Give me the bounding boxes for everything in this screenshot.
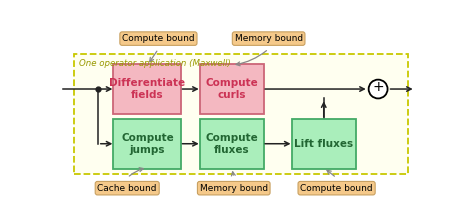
Text: One operator application (Maxwell): One operator application (Maxwell) [80, 59, 231, 68]
Text: Lift fluxes: Lift fluxes [294, 139, 353, 149]
FancyBboxPatch shape [292, 119, 356, 168]
Text: Compute
curls: Compute curls [206, 78, 258, 100]
Text: Differentiate
fields: Differentiate fields [109, 78, 185, 100]
Text: Memory bound: Memory bound [200, 184, 268, 193]
FancyBboxPatch shape [74, 54, 408, 174]
FancyBboxPatch shape [113, 119, 182, 168]
FancyBboxPatch shape [200, 64, 264, 114]
Text: Compute
jumps: Compute jumps [121, 133, 174, 155]
Text: Cache bound: Cache bound [98, 184, 157, 193]
FancyBboxPatch shape [113, 64, 182, 114]
Text: Compute bound: Compute bound [122, 34, 195, 43]
Ellipse shape [369, 80, 388, 98]
FancyBboxPatch shape [200, 119, 264, 168]
Text: +: + [372, 80, 384, 94]
Text: Memory bound: Memory bound [235, 34, 303, 43]
Text: Compute bound: Compute bound [301, 184, 373, 193]
Text: Compute
fluxes: Compute fluxes [206, 133, 258, 155]
